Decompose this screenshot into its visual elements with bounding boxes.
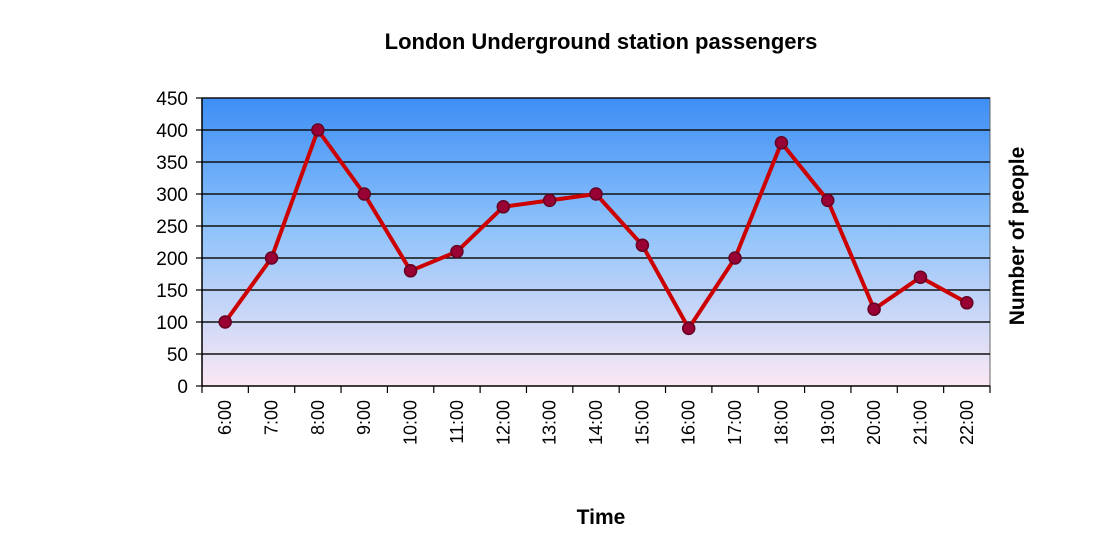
series-passengers (218, 123, 974, 336)
data-point (681, 321, 696, 336)
y-tick-labels: 0 50 100 150 200 250 300 350 400 450 (156, 89, 188, 398)
x-tick-label: 12:00 (493, 400, 513, 445)
x-tick-label: 6:00 (215, 400, 235, 435)
data-point (403, 264, 418, 278)
data-point (589, 187, 603, 201)
x-tick-label: 9:00 (354, 400, 374, 435)
y-axis-label: Number of people (1006, 147, 1029, 326)
chart-title: London Underground station passengers (385, 29, 818, 54)
data-point (867, 302, 881, 316)
data-point (821, 193, 835, 208)
x-tick-label: 17:00 (725, 400, 745, 445)
data-point (774, 136, 789, 150)
x-tick-label: 14:00 (586, 400, 606, 445)
x-tick-label: 16:00 (679, 400, 699, 445)
axes (196, 97, 991, 393)
data-point (728, 251, 742, 265)
y-tick-label: 250 (156, 217, 188, 238)
x-tick-label: 8:00 (308, 400, 328, 435)
x-axis-label: Time (577, 506, 626, 529)
y-tick-label: 50 (167, 345, 188, 366)
data-point (218, 315, 232, 329)
x-tick-label: 10:00 (401, 400, 421, 445)
y-tick-label: 200 (156, 249, 188, 270)
data-point (496, 200, 511, 214)
y-tick-label: 400 (156, 121, 188, 142)
data-point (311, 123, 325, 137)
x-tick-label: 19:00 (818, 400, 838, 445)
data-point (960, 296, 974, 310)
data-point (450, 244, 464, 259)
data-point (635, 238, 650, 252)
x-tick-labels: 6:00 7:00 8:00 9:00 10:00 11:00 12:00 13:00 14:0… (215, 400, 977, 445)
x-tick-label: 11:00 (447, 400, 467, 444)
y-tick-label: 150 (156, 281, 188, 302)
x-tick-label: 21:00 (910, 400, 930, 445)
x-tick-label: 7:00 (262, 400, 282, 435)
x-tick-label: 20:00 (864, 400, 884, 445)
data-point (913, 270, 928, 284)
y-tick-label: 450 (156, 89, 188, 110)
data-point (357, 187, 371, 201)
y-tick-label: 350 (156, 153, 188, 174)
y-tick-label: 300 (156, 185, 188, 206)
x-tick-label: 15:00 (632, 400, 652, 445)
plot-area (201, 97, 991, 387)
data-point (264, 251, 279, 265)
data-point (542, 193, 557, 208)
y-tick-label: 100 (156, 313, 188, 334)
x-tick-label: 13:00 (540, 400, 560, 445)
x-tick-label: 18:00 (771, 400, 791, 445)
x-tick-label: 22:00 (957, 400, 977, 445)
y-tick-label: 0 (177, 377, 188, 398)
